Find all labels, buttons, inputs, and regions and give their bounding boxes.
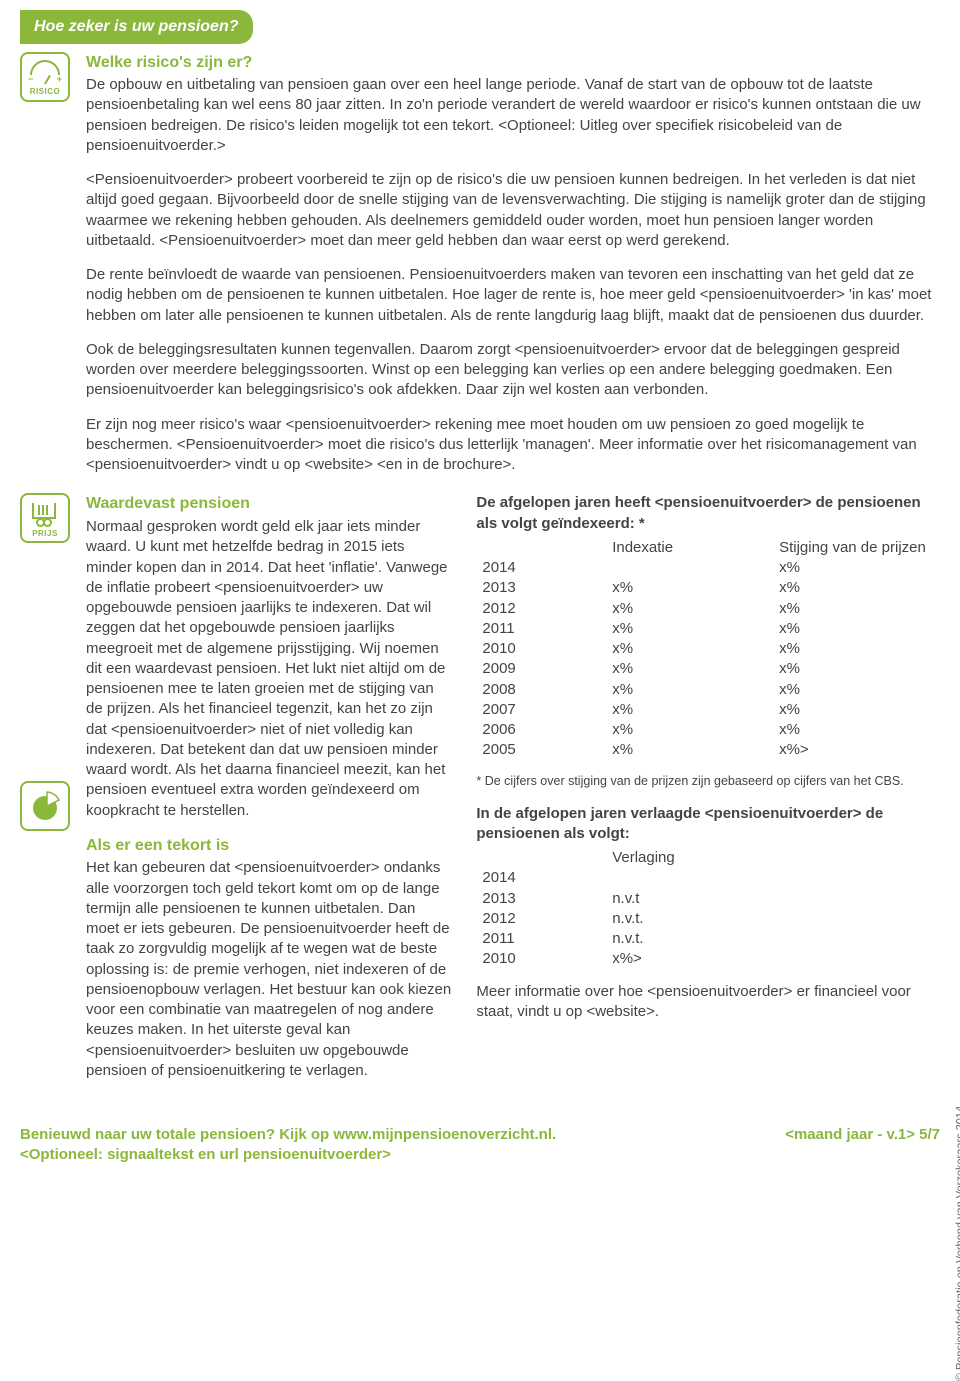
table-row: 2009x%x% [476,659,940,679]
table-row: 2013x%x% [476,578,940,598]
table-row: 2012n.v.t. [476,909,940,929]
pie-icon [20,781,70,831]
table-row: 2008x%x% [476,680,940,700]
indexatie-title: De afgelopen jaren heeft <pensioenuitvoe… [476,493,940,534]
more-info: Meer informatie over hoe <pensioenuitvoe… [476,982,940,1023]
heading-waardevast: Waardevast pensioen [86,493,452,515]
table-row: 2006x%x% [476,720,940,740]
copyright-side: © Pensioenfederatie en Verbond van Verze… [953,1106,960,1381]
table-row: 2013n.v.t [476,889,940,909]
paragraph: Er zijn nog meer risico's waar <pensioen… [86,415,940,476]
col-header: Stijging van de prijzen [773,538,940,558]
paragraph: Ook de beleggingsresultaten kunnen tegen… [86,340,940,401]
paragraph: De rente beïnvloedt de waarde van pensio… [86,265,940,326]
risico-icon: − + RISICO [20,52,70,102]
table-row: 2011x%x% [476,619,940,639]
col-header: Verlaging [606,848,773,868]
table-row: 2012x%x% [476,599,940,619]
table-row: 2014x% [476,558,940,578]
table-row: 2010x%x% [476,639,940,659]
footer-cta: Benieuwd naar uw totale pensioen? Kijk o… [20,1125,556,1166]
indexatie-footnote: * De cijfers over stijging van de prijze… [476,773,940,790]
prijs-icon-label: PRIJS [22,529,68,540]
paragraph: Het kan gebeuren dat <pensioenuitvoerder… [86,858,452,1081]
table-row: 2011n.v.t. [476,929,940,949]
header-title: Hoe zeker is uw pensioen? [20,10,253,44]
verlaging-title: In de afgelopen jaren verlaagde <pensioe… [476,804,940,845]
verlaging-table: Verlaging 20142013n.v.t2012n.v.t.2011n.v… [476,848,940,970]
col-header: Indexatie [606,538,773,558]
indexatie-table: Indexatie Stijging van de prijzen 2014x%… [476,538,940,761]
table-row: 2007x%x% [476,700,940,720]
table-row: 2014 [476,868,940,888]
paragraph: De opbouw en uitbetaling van pensioen ga… [86,75,940,156]
table-row: 2005x%x%> [476,740,940,760]
heading-tekort: Als er een tekort is [86,835,452,857]
paragraph: Normaal gesproken wordt geld elk jaar ie… [86,517,452,821]
heading-welke-risicos: Welke risico's zijn er? [86,52,940,74]
prijs-icon: PRIJS [20,493,70,543]
table-row: 2010x%> [476,949,940,969]
paragraph: <Pensioenuitvoerder> probeert voorbereid… [86,170,940,251]
risico-icon-label: RISICO [22,87,68,98]
footer-page: <maand jaar - v.1> 5/7 [785,1125,940,1166]
